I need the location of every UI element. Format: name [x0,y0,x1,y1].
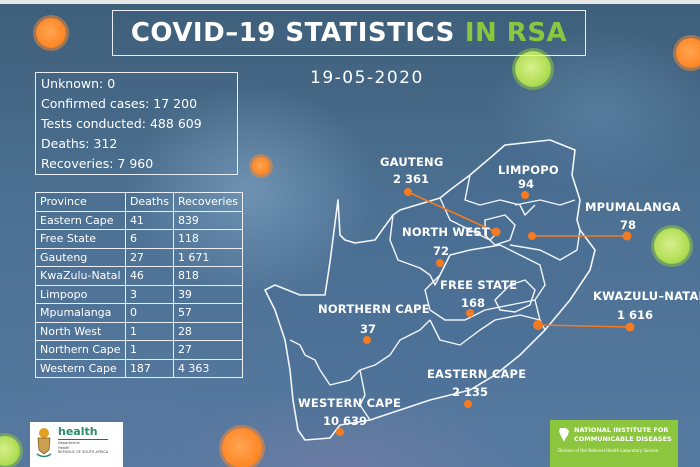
virus-icon-orange [252,157,270,175]
label-kwazulu-natal: KWAZULU–NATAL [593,289,700,303]
coat-of-arms-icon [36,428,52,458]
cell-province: Eastern Cape [35,210,126,230]
cell-province: Free State [35,229,126,249]
border-gauteng [484,214,516,246]
column-header-recoveries: Recoveries [172,192,244,212]
table-row: Limpopo 3 39 [35,284,244,304]
cell-recoveries: 818 [172,266,244,286]
nicd-line2: COMMUNICABLE DISEASES [574,434,672,443]
cell-recoveries: 839 [172,210,244,230]
marker-northern-cape [363,336,371,344]
border-nc-ec [429,314,541,346]
label-northern-cape: NORTHERN CAPE [318,302,430,316]
summary-recoveries: Recoveries: 7 960 [41,156,154,171]
cell-province: KwaZulu-Natal [35,266,126,286]
column-header-deaths: Deaths [124,192,174,212]
marker-kzn [533,320,543,330]
table-row: Western Cape 187 4 363 [35,358,244,378]
value-mpumalanga: 78 [620,218,637,232]
border-wc-ec [359,369,371,421]
summary-unknown: Unknown: 0 [41,76,116,91]
title-main: COVID–19 STATISTICS [130,18,455,48]
label-limpopo: LIMPOPO [498,163,559,177]
summary-tests: Tests conducted: 488 609 [41,116,202,131]
marker-western-cape [336,428,344,436]
africa-icon [559,427,569,442]
table-row: Gauteng 27 1 671 [35,247,244,267]
marker-limpopo [521,191,529,199]
border-limpopo-mp [514,199,576,206]
virus-icon-green [654,228,690,264]
marker-eastern-cape [464,400,472,408]
table-row: Eastern Cape 41 839 [35,210,244,230]
label-gauteng: GAUTENG [380,155,444,169]
marker-gauteng [491,227,501,237]
border-nw-limpopo [464,174,536,216]
connector-gauteng [407,191,497,233]
value-western-cape: 10 639 [323,414,368,428]
table-row: KwaZulu-Natal 46 818 [35,266,244,286]
label-eastern-cape: EASTERN CAPE [427,367,527,381]
label-mpumalanga: MPUMALANGA [585,200,681,214]
table-row: Free State 6 118 [35,229,244,249]
cell-deaths: 41 [124,210,174,230]
health-department-logo: health Department: Health REPUBLIC OF SO… [30,422,123,467]
marker-mpumalanga [528,232,536,240]
value-northern-cape: 37 [360,322,377,336]
country-outline [264,139,596,441]
cell-recoveries: 4 363 [172,358,244,378]
marker-mpumalanga-label [622,231,632,241]
top-strip [0,0,700,4]
marker-north-west [436,259,444,267]
virus-icon-green [515,51,551,87]
value-gauteng: 2 361 [393,172,430,186]
cell-province: North West [35,321,126,341]
report-date: 19-05-2020 [310,68,424,88]
table-header-row: Province Deaths Recoveries [35,192,244,212]
health-sub-republic: REPUBLIC OF SOUTH AFRICA [58,450,109,454]
cell-recoveries: 1 671 [172,247,244,267]
cell-province: Western Cape [35,358,126,378]
virus-icon-green [0,436,20,466]
label-free-state: FREE STATE [440,278,518,292]
virus-icon-orange [676,38,700,68]
cell-recoveries: 39 [172,284,244,304]
label-western-cape: WESTERN CAPE [298,396,402,410]
border-lesotho [494,279,536,313]
value-eastern-cape: 2 135 [452,385,489,399]
province-table: Province Deaths Recoveries Eastern Cape … [35,192,244,378]
marker-gauteng-label [404,188,412,196]
virus-icon-orange [222,428,262,467]
health-sub-health: Health [58,445,70,450]
marker-free-state [466,309,474,317]
nicd-logo: NATIONAL INSTITUTE FOR COMMUNICABLE DISE… [550,420,678,467]
border-mp-kzn [509,229,581,261]
summary-box: Unknown: 0 Confirmed cases: 17 200 Tests… [35,72,238,175]
page-title: COVID–19 STATISTICS IN RSA [112,10,586,56]
summary-confirmed: Confirmed cases: 17 200 [41,96,198,111]
cell-recoveries: 118 [172,229,244,249]
connector-kzn [537,324,631,328]
marker-kzn-label [625,322,635,332]
nicd-sub: Division of the National Health Laborato… [558,448,659,453]
border-nw-fs [439,197,501,241]
health-title: health [58,425,98,438]
nicd-line1: NATIONAL INSTITUTE FOR [574,426,669,434]
value-north-west: 72 [433,244,450,258]
title-country: IN RSA [464,18,568,48]
health-sub-department: Department: [58,441,81,445]
virus-icon-orange [36,18,66,48]
table-row: North West 1 28 [35,321,244,341]
value-kwazulu-natal: 1 616 [617,308,654,322]
value-limpopo: 94 [518,177,535,191]
border-nc-wc [289,319,431,386]
summary-deaths: Deaths: 312 [41,136,118,151]
label-north-west: NORTH WEST [402,225,490,239]
value-free-state: 168 [461,296,486,310]
cell-deaths: 187 [124,358,174,378]
